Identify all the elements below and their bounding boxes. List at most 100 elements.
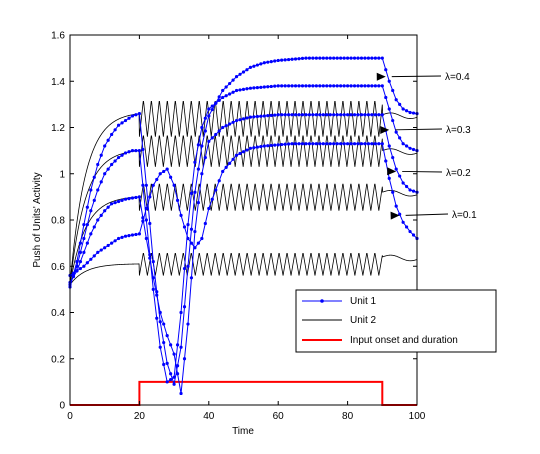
unit1-line-03-marker (162, 362, 166, 367)
unit1-line-04-marker (210, 107, 214, 112)
unit1-line-04-marker (404, 109, 409, 113)
unit1-line-02-marker (175, 372, 180, 376)
legend-marker-unit1 (320, 299, 324, 303)
unit1-line-03-marker (193, 160, 197, 164)
unit1-line-04-marker (144, 183, 148, 187)
unit1-line-03-marker (120, 153, 124, 157)
unit1-line-03-marker (373, 84, 377, 88)
annotation-arrow-line (391, 75, 442, 78)
unit1-line-01-marker (196, 241, 200, 245)
y-tick-label: 1 (59, 169, 65, 180)
unit1-line-03-marker (370, 84, 374, 88)
annotation-arrow-head (387, 167, 397, 176)
unit1-line-03-marker (106, 167, 110, 171)
unit1-line-01-marker (328, 142, 332, 146)
unit1-line-03-marker (228, 92, 232, 96)
unit1-line-01-marker (387, 176, 391, 180)
unit1-line-01-marker (141, 219, 145, 223)
unit1-line-04-marker (179, 345, 183, 349)
unit1-line-01-marker (75, 269, 79, 273)
y-tick-label: 0 (59, 401, 65, 412)
unit1-line-03-marker (401, 142, 405, 146)
unit1-line-04-marker (398, 102, 402, 106)
unit1-line-02-marker (346, 113, 350, 117)
unit1-line-01-marker (165, 167, 169, 171)
unit1-line-02-marker (85, 241, 89, 245)
annotation-label: λ=0.3 (446, 125, 471, 136)
unit1-line-01-marker (82, 264, 86, 268)
unit1-line-01-marker (307, 142, 312, 146)
unit1-line-02-marker (172, 352, 176, 356)
unit1-line-01-marker (241, 150, 246, 154)
unit1-line-02-marker (71, 275, 76, 279)
unit1-line-01-marker (207, 206, 211, 211)
unit1-line-01-marker (266, 144, 270, 148)
unit1-line-04-marker (269, 59, 273, 64)
unit1-line-03-marker (391, 118, 395, 123)
unit1-line-02-marker (182, 357, 187, 361)
unit1-line-02-marker (359, 113, 364, 117)
y-tick-label: 0.4 (51, 308, 65, 319)
unit1-line-04-marker (141, 147, 145, 152)
unit1-line-02-marker (276, 113, 280, 117)
unit1-line-02-marker (96, 218, 100, 222)
unit1-line-04-marker (300, 56, 305, 61)
unit1-line-04-marker (224, 85, 228, 89)
unit1-line-02-marker (328, 113, 332, 117)
unit1-line-01-marker (321, 142, 325, 146)
unit1-line-01-marker (172, 183, 176, 187)
unit1-line-01-marker (304, 142, 308, 146)
unit1-line-02-marker (356, 113, 360, 117)
unit1-line-04-marker (314, 56, 318, 60)
unit1-line-01-marker (99, 248, 103, 252)
unit1-line-03-marker (287, 84, 291, 88)
unit1-line-03-marker (203, 116, 207, 120)
unit1-line-02-marker (311, 113, 315, 117)
unit1-line-02-marker (207, 139, 211, 143)
unit1-line-04-marker (266, 60, 270, 64)
unit1-line-03-marker (387, 107, 391, 111)
unit1-line-04-marker (276, 58, 280, 63)
unit1-line-01-marker (193, 246, 197, 250)
unit1-line-02-marker (241, 117, 246, 121)
unit1-line-01-marker (214, 188, 218, 192)
unit1-line-02-marker (234, 118, 239, 123)
unit1-line-02-marker (280, 113, 284, 117)
unit1-line-01-marker (404, 225, 409, 229)
unit1-line-04-marker (318, 56, 322, 60)
x-tick-label: 0 (67, 411, 73, 422)
unit1-line-01-marker (339, 142, 343, 146)
unit1-line-03-marker (325, 84, 329, 88)
unit1-line-03-marker (283, 84, 287, 88)
unit1-line-04-marker (162, 340, 166, 345)
unit1-line-02-marker (106, 205, 110, 209)
unit1-line-03-marker (304, 84, 308, 88)
unit1-line-03-marker (127, 150, 131, 154)
unit1-line-04-marker (106, 138, 110, 142)
unit1-line-04-marker (85, 205, 89, 209)
unit1-line-03-marker (179, 310, 183, 315)
unit1-line-03-marker (231, 90, 235, 94)
unit1-line-04-marker (92, 175, 96, 179)
unit1-line-02-marker (398, 174, 402, 178)
unit1-line-03-marker (169, 377, 173, 382)
unit1-line-02-marker (165, 334, 169, 338)
unit1-line-03-marker (321, 84, 325, 88)
unit1-line-04-marker (221, 88, 225, 93)
unit1-line-04-marker (186, 264, 190, 268)
unit1-line-01-marker (203, 221, 207, 226)
unit1-line-02-marker (290, 113, 294, 117)
unit1-line-03-marker (182, 266, 187, 271)
unit1-line-03-marker (186, 223, 190, 227)
unit1-line-03-marker (255, 86, 259, 90)
unit1-line-02-marker (217, 129, 221, 133)
unit1-line-03-marker (280, 84, 284, 88)
unit1-line-01-marker (276, 143, 280, 147)
unit1-line-03-marker (297, 84, 301, 88)
unit1-line-01-marker (352, 142, 357, 146)
unit1-line-03-marker (151, 287, 155, 291)
unit1-line-01-marker (370, 142, 374, 146)
unit1-line-02-marker (370, 113, 374, 117)
unit1-line-02-marker (189, 276, 194, 280)
unit1-line-02-marker (408, 188, 412, 192)
